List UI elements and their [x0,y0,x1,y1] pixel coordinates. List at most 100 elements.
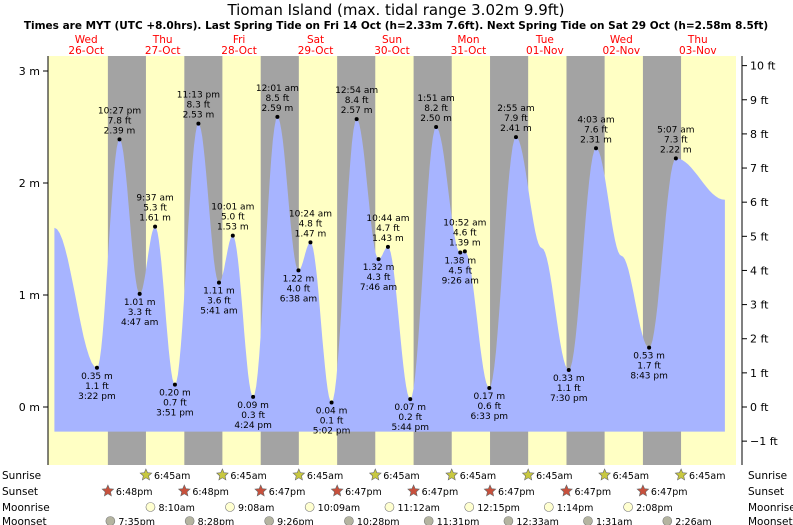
sunset-time: 6:47pm [651,487,688,498]
moonrise-time: 1:14pm [557,503,594,514]
moonset-time: 10:28pm [357,517,400,525]
day-labels: Wed26-OctThu27-OctFri28-OctSat29-OctSun3… [68,34,716,57]
moonset-icon [583,516,593,525]
moonrise-time: 2:08pm [636,503,673,514]
tide-low-label: 5:44 pm [391,423,429,433]
moonrise-icon [384,502,395,512]
tide-low-label: 6:33 pm [471,412,509,422]
tide-low-label: 0.35 m [81,372,113,382]
sunrise-time: 6:45am [536,471,572,482]
moonset-icon [662,516,673,525]
right-axis-tick-label: 10 ft [750,60,776,73]
tide-low-label: 0.33 m [553,374,585,384]
tide-low-label: 0.20 m [159,389,191,399]
tide-high-point [153,224,158,229]
tide-series-area [54,116,725,432]
tide-high-point [673,156,678,161]
tide-area [54,116,725,432]
tide-low-point [172,382,177,387]
tide-low-label: 0.53 m [633,352,665,362]
tide-high-label: 9:37 am [136,194,173,204]
tide-high-label: 10:01 am [211,203,254,213]
moonrise-time: 9:08am [238,503,274,514]
tide-low-label: 4.5 ft [448,266,472,276]
day-date-label: 02-Nov [603,45,641,57]
tide-low-label: 3:51 pm [156,409,194,419]
right-axis-tick-label: 5 ft [750,230,769,243]
tide-low-point [566,368,571,373]
moonrise-icon [544,502,554,512]
sunrise-icon [139,468,153,481]
sunrise-icon [368,468,382,481]
tide-low-label: 5:41 am [200,307,237,317]
tide-low-label: 7:30 pm [550,394,588,404]
tide-low-point [647,345,652,350]
tide-low-label: 0.07 m [394,403,426,413]
moonset-icon [105,516,116,525]
tide-high-point [230,233,235,238]
day-name-label: Wed [75,34,98,46]
tide-low-label: 7:46 am [360,283,397,293]
tide-high-label: 4.7 ft [376,224,400,234]
sunset-time: 6:48pm [192,487,229,498]
moonset-time: 9:26pm [277,517,314,525]
tide-low-label: 8:43 pm [630,372,668,382]
day-date-label: 31-Oct [451,45,487,57]
tide-high-label: 10:27 pm [98,106,141,116]
tide-high-point [462,249,467,254]
sunset-time: 6:47pm [574,487,611,498]
day-date-label: 01-Nov [526,45,564,57]
tide-high-label: 7.3 ft [664,135,688,145]
moonset-time: 11:31pm [437,517,480,525]
tide-high-label: 2.53 m [183,111,215,121]
left-axis-tick-label: 1 m [19,289,40,302]
moonset-icon [503,516,514,525]
sunrise-time: 6:45am [613,471,649,482]
sunrise-time: 6:45am [154,471,190,482]
tide-low-label: 0.17 m [473,392,505,402]
sunrise-icon [674,468,688,481]
right-axis-tick-label: −1 ft [750,435,778,448]
sunrise-icon [445,468,459,481]
tide-low-label: 4:24 pm [234,421,272,431]
tide-high-label: 2:55 am [497,104,534,114]
tide-low-label: 5:02 pm [313,427,351,437]
row-label-sunrise: Sunrise [2,470,41,482]
day-name-label: Sun [382,34,402,46]
tide-high-point [275,114,280,119]
sunset-time: 6:47pm [498,487,535,498]
day-date-label: 29-Oct [298,45,334,57]
tide-low-label: 1.7 ft [637,362,661,372]
sunrise-icon [521,468,535,481]
tide-high-label: 2.39 m [104,126,136,136]
left-axis-tick-label: 3 m [19,65,40,78]
sunset-icon [254,484,268,497]
moonset-time: 1:31am [596,517,632,525]
tide-high-label: 2.31 m [580,135,612,145]
right-axis-tick-label: 3 ft [750,299,769,312]
sunrise-icon [292,468,306,481]
tide-low-label: 0.04 m [316,407,348,417]
day-name-label: Tue [535,34,554,46]
tide-low-point [296,268,301,273]
sunset-icon [330,484,344,497]
day-name-label: Wed [610,34,633,46]
tide-low-label: 6:38 am [280,294,317,304]
sunset-time: 6:47pm [422,487,459,498]
sunrise-time: 6:45am [307,471,343,482]
row-label-sunset: Sunset [2,486,38,498]
tide-high-label: 4:03 am [577,115,614,125]
tide-high-label: 5.3 ft [143,204,167,214]
right-axis-tick-label: 4 ft [750,264,769,277]
tide-high-label: 1.43 m [372,234,404,244]
tide-low-label: 1.32 m [363,263,395,273]
tide-high-label: 8.4 ft [345,96,369,106]
moonset-time: 8:28pm [198,517,235,525]
sunset-icon [177,484,191,497]
tide-low-label: 1.11 m [203,287,235,297]
tide-high-point [434,125,439,129]
day-date-label: 30-Oct [374,45,410,57]
tide-high-point [385,244,390,249]
tide-high-label: 1:51 am [417,94,454,104]
